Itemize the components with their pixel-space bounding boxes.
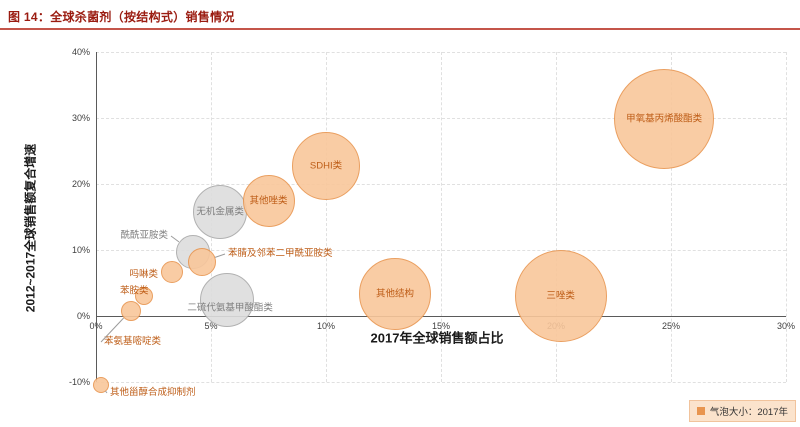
legend-label: 气泡大小：2017年 bbox=[709, 407, 788, 418]
leader-line bbox=[170, 235, 180, 243]
x-axis-line bbox=[96, 316, 786, 317]
x-axis-title: 2017年全球销售额占比 bbox=[370, 330, 504, 346]
bubble-label: 酰酰亚胺类 bbox=[120, 230, 168, 241]
x-gridline bbox=[556, 52, 557, 382]
y-tick-label: 20% bbox=[71, 179, 90, 189]
title-divider bbox=[0, 28, 800, 30]
bubble-label: 二硫代氨基甲酸酯类 bbox=[187, 302, 273, 314]
x-tick-label: 10% bbox=[316, 321, 336, 331]
bubble-label: SDHI类 bbox=[309, 160, 343, 172]
x-gridline bbox=[326, 52, 327, 382]
y-tick-label: -10% bbox=[68, 377, 90, 387]
bubble-label: 甲氧基丙烯酸酯类 bbox=[626, 113, 703, 125]
x-gridline bbox=[441, 52, 442, 382]
bubble-label: 吗啉类 bbox=[129, 269, 158, 280]
y-tick-label: 30% bbox=[71, 113, 90, 123]
y-axis-line bbox=[96, 52, 97, 382]
bubble bbox=[359, 258, 431, 331]
legend-marker-icon bbox=[696, 407, 705, 415]
bubble bbox=[193, 184, 248, 239]
bubble bbox=[160, 261, 183, 284]
bubble-size-legend: 气泡大小：2017年 bbox=[688, 400, 796, 422]
bubble bbox=[292, 132, 360, 201]
y-tick-label: 0% bbox=[76, 311, 90, 321]
bubble-label: 苯氨基嘧啶类 bbox=[104, 336, 162, 347]
bubble-label: 其他甾醇合成抑制剂 bbox=[110, 387, 196, 398]
leader-line bbox=[214, 253, 226, 258]
bubble-label: 其他结构 bbox=[375, 288, 415, 300]
bubble-label: 苯胺类 bbox=[120, 285, 149, 297]
y-axis-title: 2012~2017全球销售额复合增速 bbox=[23, 143, 38, 313]
bubble-label: 三唑类 bbox=[546, 290, 575, 302]
bubble-label: 其他唑类 bbox=[249, 195, 288, 206]
x-tick-label: 30% bbox=[776, 321, 796, 331]
figure-title: 图 14：全球杀菌剂（按结构式）销售情况 bbox=[8, 10, 235, 24]
x-gridline bbox=[786, 52, 787, 382]
bubble bbox=[514, 250, 607, 343]
bubble bbox=[200, 273, 255, 328]
x-tick-label: 15% bbox=[431, 321, 451, 331]
y-tick-label: 10% bbox=[71, 245, 90, 255]
bubble bbox=[242, 174, 295, 227]
bubble bbox=[120, 300, 141, 321]
bubble bbox=[187, 247, 216, 276]
bubble-label: 苯腈及邻苯二甲酰亚胺类 bbox=[228, 248, 333, 259]
x-tick-label: 25% bbox=[661, 321, 681, 331]
x-tick-label: 5% bbox=[204, 321, 218, 331]
bubble bbox=[614, 69, 715, 170]
bubble-label: 无机金属类 bbox=[196, 206, 244, 218]
bubble bbox=[135, 287, 154, 306]
x-gridline bbox=[671, 52, 672, 382]
y-tick-label: 40% bbox=[71, 47, 90, 57]
bubble bbox=[92, 376, 109, 393]
y-gridline bbox=[96, 382, 786, 383]
